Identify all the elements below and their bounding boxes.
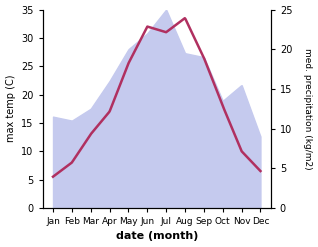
Y-axis label: med. precipitation (kg/m2): med. precipitation (kg/m2) xyxy=(303,48,313,169)
Y-axis label: max temp (C): max temp (C) xyxy=(5,75,16,143)
X-axis label: date (month): date (month) xyxy=(115,231,198,242)
